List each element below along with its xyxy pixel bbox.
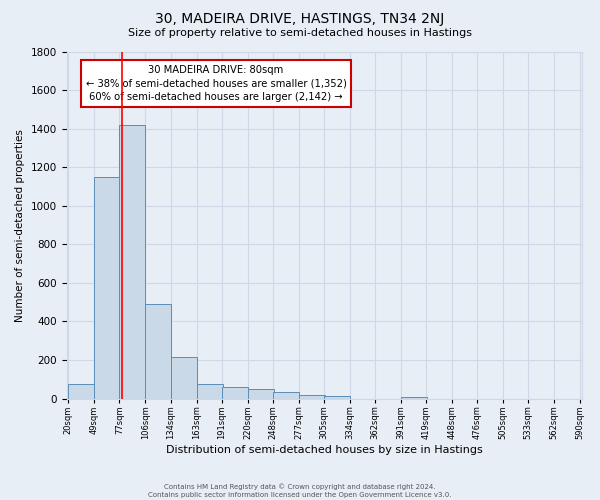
Bar: [248, 389, 274, 398]
Text: Size of property relative to semi-detached houses in Hastings: Size of property relative to semi-detach…: [128, 28, 472, 38]
Bar: [221, 387, 248, 398]
Bar: [273, 392, 299, 398]
Bar: [68, 384, 94, 398]
Bar: [324, 396, 350, 398]
Bar: [170, 357, 197, 399]
Bar: [197, 384, 223, 398]
Text: 30 MADEIRA DRIVE: 80sqm
← 38% of semi-detached houses are smaller (1,352)
60% of: 30 MADEIRA DRIVE: 80sqm ← 38% of semi-de…: [86, 66, 346, 102]
Bar: [401, 396, 427, 398]
X-axis label: Distribution of semi-detached houses by size in Hastings: Distribution of semi-detached houses by …: [166, 445, 482, 455]
Bar: [94, 177, 121, 398]
Y-axis label: Number of semi-detached properties: Number of semi-detached properties: [15, 128, 25, 322]
Text: Contains HM Land Registry data © Crown copyright and database right 2024.
Contai: Contains HM Land Registry data © Crown c…: [148, 483, 452, 498]
Bar: [299, 395, 325, 398]
Bar: [119, 125, 145, 398]
Text: 30, MADEIRA DRIVE, HASTINGS, TN34 2NJ: 30, MADEIRA DRIVE, HASTINGS, TN34 2NJ: [155, 12, 445, 26]
Bar: [145, 304, 172, 398]
